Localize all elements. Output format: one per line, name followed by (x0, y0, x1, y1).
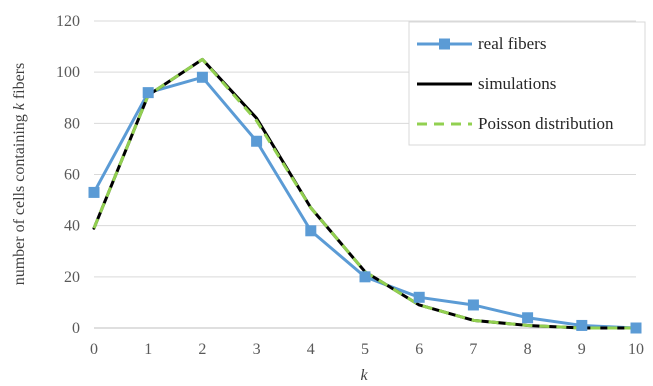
data-point-0-2 (196, 71, 208, 83)
y-tick-label-100: 100 (56, 64, 80, 81)
data-point-0-7 (467, 299, 479, 311)
y-axis-title-k: k (11, 102, 28, 110)
y-tick-label-60: 60 (64, 167, 80, 184)
data-point-0-3 (251, 135, 263, 147)
y-tick-label-20: 20 (64, 269, 80, 286)
data-point-0-6 (413, 291, 425, 303)
x-tick-label-9: 9 (578, 341, 586, 358)
y-axis-title: number of cells containing k fibers (11, 63, 28, 286)
data-point-0-0 (88, 186, 100, 198)
data-point-0-1 (142, 87, 154, 99)
y-tick-label-0: 0 (72, 320, 80, 337)
x-tick-label-2: 2 (198, 341, 206, 358)
data-point-0-5 (359, 271, 371, 283)
series-markers (88, 71, 642, 334)
x-tick-label-10: 10 (628, 341, 644, 358)
y-axis-title-suffix: fibers (11, 63, 28, 103)
legend: real fibers simulations Poisson distributi… (408, 21, 646, 146)
legend-label-0: real fibers (478, 34, 546, 53)
x-tick-label-8: 8 (524, 341, 532, 358)
legend-label-2: Poisson distribution (478, 114, 614, 133)
x-tick-label-4: 4 (307, 341, 315, 358)
x-tick-label-6: 6 (415, 341, 423, 358)
x-axis-title: k (360, 367, 368, 384)
data-point-0-10 (630, 322, 642, 334)
x-tick-label-7: 7 (469, 341, 477, 358)
y-tick-label-80: 80 (64, 115, 80, 132)
x-tick-label-1: 1 (144, 341, 152, 358)
legend-marker-0 (439, 38, 450, 50)
x-tick-label-5: 5 (361, 341, 369, 358)
tick-labels: 0 20 40 60 80 100 120 0 1 2 3 4 5 6 7 8 9 10 (56, 13, 644, 358)
x-tick-label-3: 3 (253, 341, 261, 358)
data-point-0-4 (305, 225, 317, 237)
data-point-0-8 (522, 312, 534, 324)
legend-items: real fibers simulations Poisson distributi… (417, 34, 614, 133)
legend-label-1: simulations (478, 74, 556, 93)
y-tick-label-40: 40 (64, 218, 80, 235)
x-tick-label-0: 0 (90, 341, 98, 358)
y-axis-title-prefix: number of cells containing (11, 110, 28, 285)
data-point-0-9 (576, 319, 588, 331)
y-tick-label-120: 120 (56, 13, 80, 30)
